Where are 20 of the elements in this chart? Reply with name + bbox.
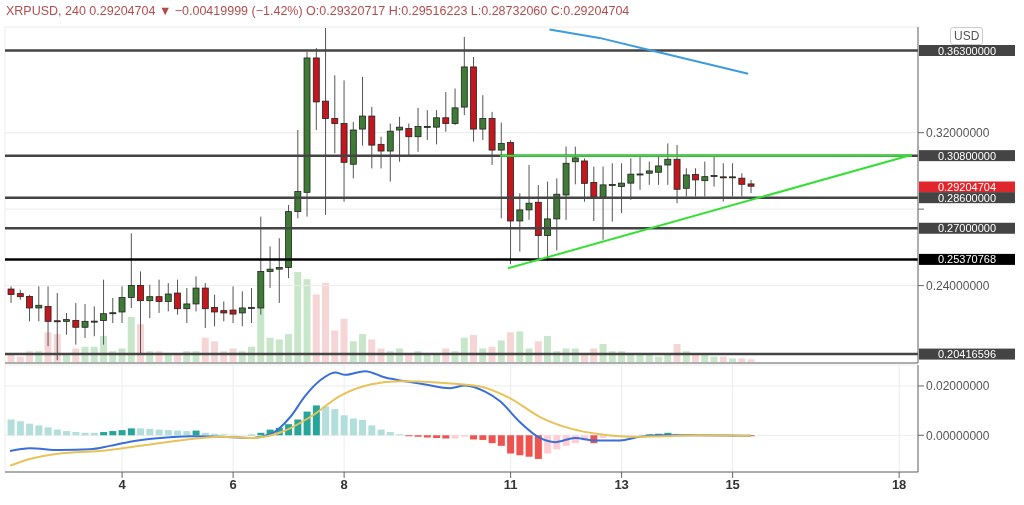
x-tick-label: 8 [340,477,348,493]
x-tick-label: 18 [891,477,907,493]
x-tick-label: 4 [118,477,127,493]
chart-title: XRPUSD, 240 0.29204704 ▼ −0.00419999 (−1.42%) O:0.29320717 H:0.29516223 L:0.28732060 C:0.29204704 [6,4,630,18]
x-tick-label: 11 [503,477,518,493]
y-axis-title: USD [950,27,984,45]
x-tick-label: 6 [229,477,237,493]
ref-line-label: 0.25370768 [937,253,997,266]
ref-line-label: 0.36300000 [937,44,997,57]
x-tick-label: 15 [725,477,740,493]
x-tick-label: 13 [614,477,629,493]
ref-line-label: 0.30800000 [937,149,997,162]
ref-line-label: 0.27000000 [937,222,997,235]
y-tick-label: 0.24000000 [926,278,990,293]
text: 0.29204704 [937,181,997,193]
y-tick-label: 0.00000000 [926,428,990,443]
ref-line-label: 0.20416596 [937,348,997,361]
y-tick-label: 0.02000000 [926,379,990,394]
ref-line-label: 0.28600000 [937,191,997,204]
y-tick-label: 0.32000000 [926,125,990,140]
